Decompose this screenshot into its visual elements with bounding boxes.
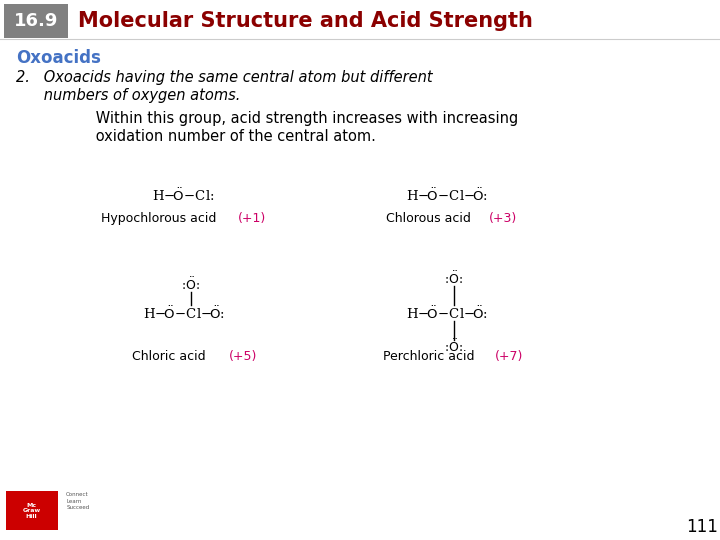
Text: H$-\!\ddot{\mathrm{O}}\!-\!$Cl$-\!\ddot{\mathrm{O}}$:: H$-\!\ddot{\mathrm{O}}\!-\!$Cl$-\!\ddot{… [405, 187, 487, 204]
Text: Molecular Structure and Acid Strength: Molecular Structure and Acid Strength [78, 11, 533, 31]
Text: Mc
Graw
Hill: Mc Graw Hill [22, 503, 41, 519]
Text: Chloric acid: Chloric acid [132, 350, 206, 363]
Text: Oxoacids: Oxoacids [16, 49, 101, 68]
Text: H$-\!\ddot{\mathrm{O}}\!-\!$Cl$-\!\ddot{\mathrm{O}}$:: H$-\!\ddot{\mathrm{O}}\!-\!$Cl$-\!\ddot{… [405, 305, 487, 321]
Text: Connect
Learn
Succeed: Connect Learn Succeed [66, 492, 89, 510]
Text: :$\ddot{\mathrm{O}}$:: :$\ddot{\mathrm{O}}$: [181, 277, 200, 293]
Text: Chlorous acid: Chlorous acid [386, 212, 471, 225]
Text: (+1): (+1) [238, 212, 266, 225]
Text: Within this group, acid strength increases with increasing: Within this group, acid strength increas… [68, 111, 518, 126]
Text: Hypochlorous acid: Hypochlorous acid [101, 212, 216, 225]
Text: (+7): (+7) [495, 350, 523, 363]
FancyBboxPatch shape [4, 4, 68, 38]
FancyBboxPatch shape [6, 491, 58, 530]
Text: 2.   Oxoacids having the same central atom but different: 2. Oxoacids having the same central atom… [16, 70, 433, 85]
Text: Perchloric acid: Perchloric acid [382, 350, 474, 363]
Text: 111: 111 [686, 517, 718, 536]
Text: H$-\!\ddot{\mathrm{O}}\!-\!$Cl$-\!\ddot{\mathrm{O}}$:: H$-\!\ddot{\mathrm{O}}\!-\!$Cl$-\!\ddot{… [143, 305, 225, 321]
Text: :$\ddot{\mathrm{O}}$:: :$\ddot{\mathrm{O}}$: [444, 271, 463, 287]
Text: :$\ddot{\mathrm{O}}$:: :$\ddot{\mathrm{O}}$: [444, 339, 463, 355]
Text: (+5): (+5) [229, 350, 258, 363]
Text: numbers of oxygen atoms.: numbers of oxygen atoms. [16, 87, 240, 103]
Text: 16.9: 16.9 [14, 12, 58, 30]
Text: (+3): (+3) [488, 212, 517, 225]
Text: oxidation number of the central atom.: oxidation number of the central atom. [68, 129, 377, 144]
Text: H$-\!\ddot{\mathrm{O}}\!-\!$Cl:: H$-\!\ddot{\mathrm{O}}\!-\!$Cl: [153, 187, 215, 204]
